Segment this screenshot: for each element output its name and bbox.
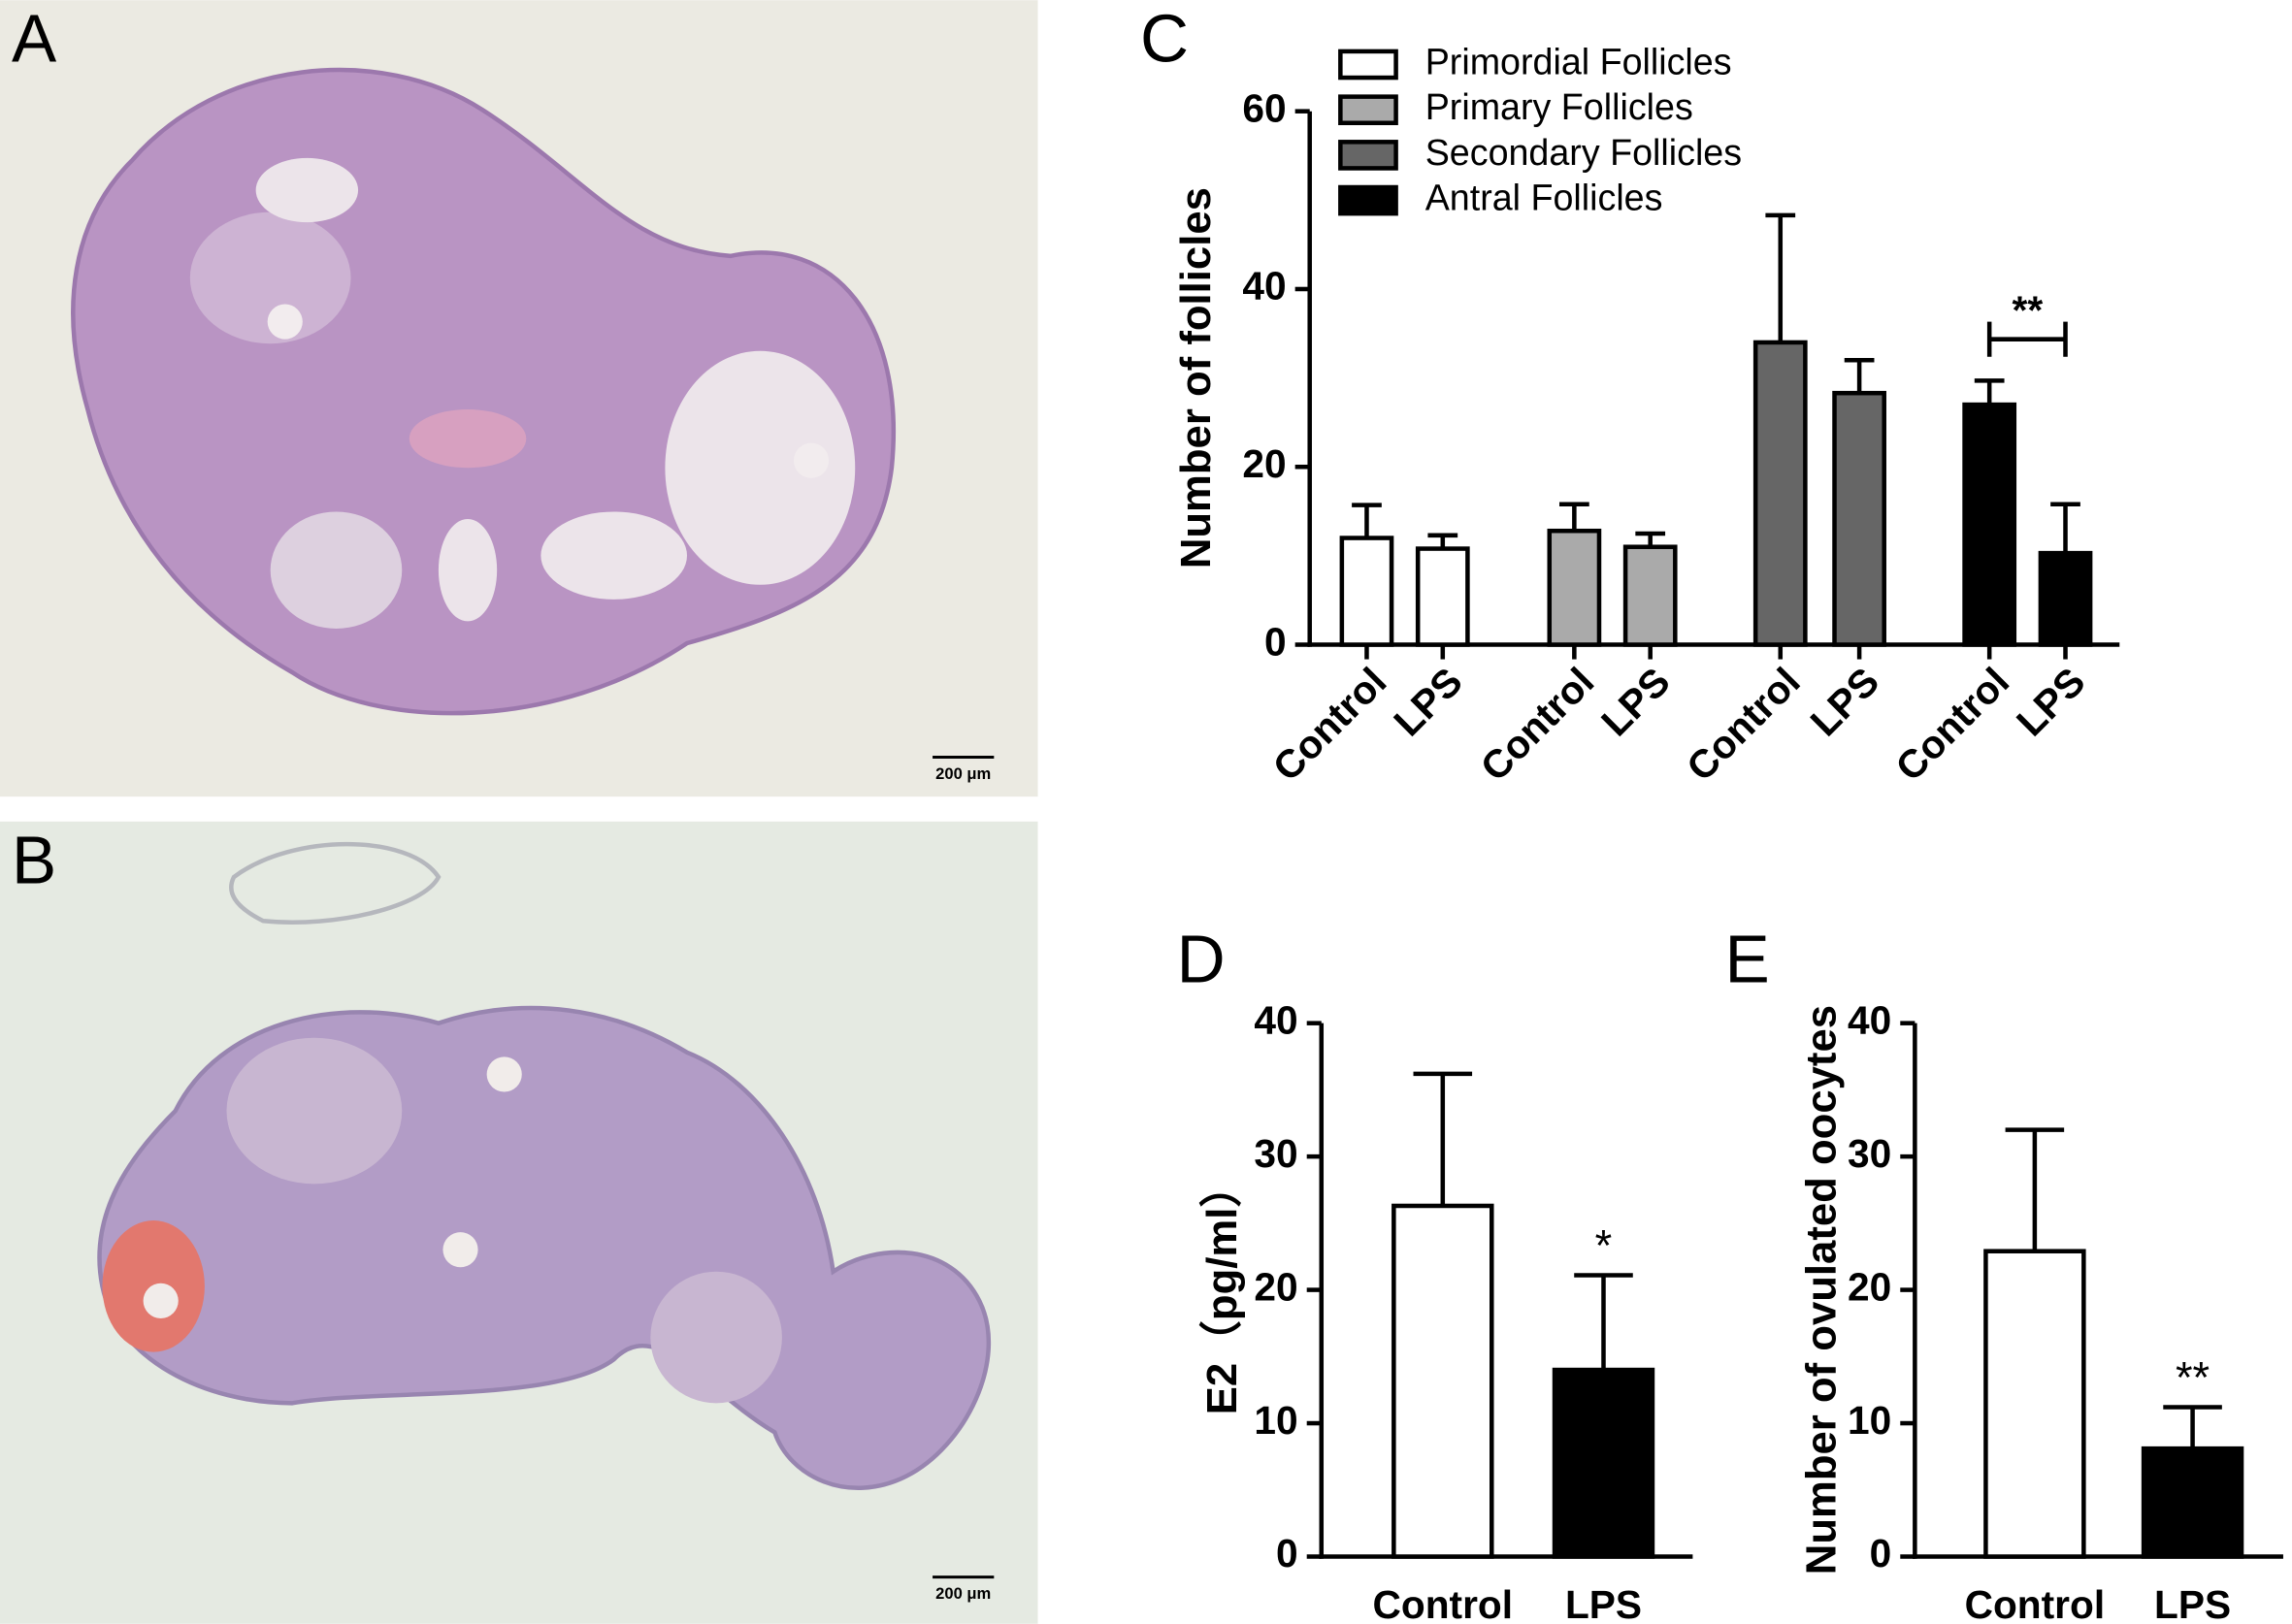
panel-letter: B bbox=[12, 822, 56, 897]
bar bbox=[1962, 402, 2017, 647]
panel-letter: D bbox=[1177, 922, 1226, 997]
bar bbox=[1622, 544, 1678, 647]
legend-label: Primordial Follicles bbox=[1425, 41, 1732, 81]
y-tick-label: 30 bbox=[1848, 1131, 1891, 1176]
x-tick-label: Control bbox=[1886, 659, 2017, 790]
oocyte bbox=[267, 304, 303, 340]
x-tick-label: LPS bbox=[1565, 1582, 1642, 1624]
x-tick-label: LPS bbox=[2154, 1582, 2231, 1624]
y-axis-label: E2（pg/ml） bbox=[1198, 1165, 1246, 1414]
follicle bbox=[665, 350, 856, 585]
x-tick-label: Control bbox=[1678, 659, 1809, 790]
x-tick-label: LPS bbox=[2008, 659, 2093, 744]
oocyte bbox=[793, 442, 830, 478]
legend-swatch bbox=[1338, 94, 1398, 126]
histology-b: 200 μm B bbox=[0, 821, 1038, 1624]
y-tick-label: 20 bbox=[1848, 1264, 1891, 1309]
oocyte bbox=[442, 1232, 478, 1268]
y-tick-label: 40 bbox=[1254, 997, 1297, 1042]
follicle bbox=[255, 157, 359, 223]
y-tick-label: 0 bbox=[1870, 1531, 1892, 1575]
x-tick-label: Control bbox=[1373, 1582, 1514, 1624]
y-tick-label: 20 bbox=[1242, 441, 1286, 486]
x-tick-label: LPS bbox=[1802, 659, 1887, 744]
x-tick-label: Control bbox=[1472, 659, 1603, 790]
significance-label: * bbox=[1595, 1220, 1613, 1270]
y-tick-label: 20 bbox=[1254, 1264, 1297, 1309]
oocyte bbox=[143, 1283, 179, 1318]
scale-bar-label: 200 μm bbox=[935, 1584, 991, 1603]
legend-label: Secondary Follicles bbox=[1425, 132, 1742, 173]
y-axis-label: Number of ovulated oocytes bbox=[1797, 1005, 1845, 1575]
y-tick-label: 40 bbox=[1242, 264, 1286, 309]
legend-swatch bbox=[1338, 49, 1398, 81]
y-tick-label: 30 bbox=[1254, 1131, 1297, 1176]
significance-label: ** bbox=[2013, 287, 2044, 332]
oocyte bbox=[486, 1056, 522, 1092]
bar bbox=[1415, 546, 1470, 647]
follicle bbox=[226, 1037, 403, 1185]
panel-letter: E bbox=[1725, 922, 1770, 997]
scale-bar-label: 200 μm bbox=[935, 764, 991, 783]
stroma bbox=[409, 408, 527, 469]
x-tick-label: Control bbox=[1965, 1582, 2106, 1624]
follicle bbox=[540, 511, 687, 600]
follicle bbox=[270, 511, 403, 629]
bar bbox=[1832, 390, 1886, 647]
bar bbox=[1552, 1367, 1655, 1559]
follicle bbox=[189, 211, 351, 344]
panel-letter: C bbox=[1140, 1, 1189, 77]
bar bbox=[1752, 340, 1808, 647]
legend-swatch bbox=[1338, 140, 1398, 171]
debris bbox=[229, 841, 442, 925]
histology-a: 200 μm A bbox=[0, 0, 1038, 797]
y-tick-label: 0 bbox=[1276, 1531, 1298, 1575]
significance-label: ** bbox=[2176, 1352, 2210, 1402]
y-axis-label: Number of follicles bbox=[1172, 187, 1220, 568]
y-tick-label: 40 bbox=[1848, 997, 1891, 1042]
bar bbox=[2038, 550, 2093, 647]
x-tick-label: LPS bbox=[1385, 659, 1470, 744]
bar bbox=[1983, 1249, 2086, 1559]
y-tick-label: 60 bbox=[1242, 85, 1286, 130]
bar bbox=[1547, 528, 1602, 647]
follicle bbox=[438, 518, 498, 622]
y-tick-label: 10 bbox=[1848, 1398, 1891, 1443]
bar bbox=[1339, 536, 1394, 647]
x-tick-label: Control bbox=[1264, 659, 1395, 790]
x-tick-label: LPS bbox=[1592, 659, 1678, 744]
y-tick-label: 0 bbox=[1264, 619, 1287, 664]
legend-swatch bbox=[1338, 184, 1398, 216]
follicle bbox=[650, 1271, 782, 1404]
panel-letter: A bbox=[12, 1, 57, 77]
legend-label: Antral Follicles bbox=[1425, 178, 1663, 218]
bar bbox=[1392, 1203, 1494, 1559]
legend-label: Primary Follicles bbox=[1425, 86, 1693, 127]
bar bbox=[2141, 1445, 2244, 1559]
y-tick-label: 10 bbox=[1254, 1398, 1297, 1443]
